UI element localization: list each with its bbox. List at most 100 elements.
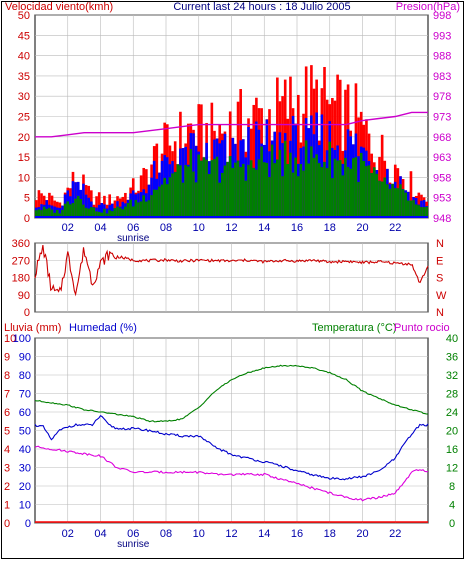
wind-avg-bar bbox=[118, 207, 122, 218]
wind-avg-bar bbox=[105, 213, 109, 218]
wind-avg-bar bbox=[155, 189, 159, 218]
panel3-x-tick-label: 18 bbox=[324, 528, 336, 540]
panel1-right-tick-label: 998 bbox=[433, 10, 451, 22]
wind-gust-bar bbox=[53, 206, 56, 218]
wind-avg-bar bbox=[286, 164, 290, 218]
panel3-rain-tick-label: 0 bbox=[4, 518, 10, 530]
wind-avg-bar bbox=[241, 163, 245, 218]
wind-avg-bar bbox=[289, 152, 292, 218]
wind-avg-bar bbox=[333, 158, 337, 218]
panel1-right-tick-label: 973 bbox=[433, 112, 451, 124]
wind-avg-bar bbox=[63, 203, 67, 218]
wind-avg-bar bbox=[414, 204, 418, 218]
humidity-line bbox=[34, 414, 429, 481]
wind-avg-bar bbox=[346, 166, 350, 218]
panel1-x-tick-label: 08 bbox=[160, 222, 172, 234]
panel2-left-tick-label: 0 bbox=[24, 307, 30, 319]
wind-avg-bar bbox=[110, 211, 114, 218]
wind-avg-bar bbox=[239, 167, 242, 218]
panel1-x-tick-label: 22 bbox=[389, 222, 401, 234]
panel3-x-tick-label: 14 bbox=[258, 528, 270, 540]
wind-avg-bar bbox=[213, 158, 216, 218]
panel1-right-axis-label: Presion(hPa) bbox=[396, 1, 460, 13]
wind-avg-bar bbox=[189, 149, 193, 218]
panel2-compass-label: N bbox=[436, 238, 444, 250]
wind-avg-bar bbox=[218, 182, 222, 218]
wind-avg-bar bbox=[45, 208, 49, 218]
wind-avg-bar bbox=[383, 177, 387, 218]
wind-max-bar bbox=[338, 79, 342, 218]
wind-avg-bar bbox=[160, 184, 164, 218]
panel3-humidity-tick-label: 90 bbox=[19, 352, 31, 364]
wind-avg-bar bbox=[401, 189, 405, 218]
wind-avg-bar bbox=[126, 203, 130, 218]
wind-avg-bar bbox=[270, 144, 274, 218]
panel3-temp-tick-label: 20 bbox=[446, 426, 458, 438]
wind-avg-bar bbox=[325, 168, 329, 218]
panel3-x-tick-label: 08 bbox=[160, 528, 172, 540]
panel3-rain-tick-label: 4 bbox=[4, 444, 10, 456]
wind-avg-bar bbox=[116, 206, 119, 218]
wind-avg-bar bbox=[74, 198, 77, 218]
wind-avg-bar bbox=[71, 203, 75, 218]
wind-avg-bar bbox=[315, 154, 318, 218]
chart-title: Current last 24 hours : 18 Julio 2005 bbox=[173, 1, 350, 13]
wind-gust-bar bbox=[194, 145, 198, 218]
panel1-x-tick-label: 14 bbox=[258, 222, 270, 234]
panel2-compass-label: S bbox=[436, 273, 443, 285]
wind-avg-bar bbox=[268, 177, 271, 218]
wind-avg-bar bbox=[181, 182, 185, 218]
panel2-compass-label: W bbox=[436, 290, 447, 302]
wind-avg-bar bbox=[341, 175, 345, 218]
wind-avg-bar bbox=[252, 167, 256, 218]
wind-avg-bar bbox=[273, 163, 277, 218]
wind-avg-bar bbox=[90, 207, 93, 218]
panel1-x-tick-label: 16 bbox=[291, 222, 303, 234]
dewpoint-axis-label: Punto rocio bbox=[394, 322, 450, 334]
wind-avg-bar bbox=[145, 201, 148, 218]
wind-avg-bar bbox=[378, 180, 381, 218]
panel3-x-tick-label: 06 bbox=[127, 528, 139, 540]
wind-max-bar bbox=[323, 66, 326, 218]
panel2-compass-label: E bbox=[436, 255, 443, 267]
wind-avg-bar bbox=[354, 157, 358, 218]
panel3-x-tick-label: 10 bbox=[193, 528, 205, 540]
panel1-x-tick-label: 04 bbox=[94, 222, 106, 234]
wind-avg-bar bbox=[425, 206, 428, 218]
wind-avg-bar bbox=[66, 201, 70, 218]
wind-avg-bar bbox=[409, 200, 413, 218]
wind-avg-bar bbox=[331, 178, 334, 218]
wind-avg-bar bbox=[276, 159, 279, 218]
panel1-left-axis-label: Velocidad viento(kmh) bbox=[5, 1, 113, 13]
wind-avg-bar bbox=[147, 200, 151, 218]
panel1-left-tick-label: 25 bbox=[18, 112, 30, 124]
wind-avg-bar bbox=[231, 167, 235, 218]
panel1-right-tick-label: 963 bbox=[433, 152, 451, 164]
wind-avg-bar bbox=[108, 210, 111, 218]
wind-avg-bar bbox=[283, 140, 287, 218]
wind-avg-bar bbox=[205, 159, 208, 218]
wind-gust-bar bbox=[100, 202, 104, 218]
panel3-rain-tick-label: 9 bbox=[4, 352, 10, 364]
wind-gust-bar bbox=[291, 115, 295, 218]
wind-avg-bar bbox=[417, 205, 421, 218]
panel3-x-tick-label: 04 bbox=[94, 528, 106, 540]
panel3-humidity-tick-label: 40 bbox=[19, 444, 31, 456]
panel3-temp-tick-label: 12 bbox=[446, 463, 458, 475]
wind-avg-bar bbox=[328, 141, 332, 218]
panel3-temp-tick-label: 0 bbox=[449, 518, 455, 530]
wind-avg-bar bbox=[192, 171, 195, 218]
wind-avg-bar bbox=[76, 195, 80, 218]
panel3-x-tick-label: 20 bbox=[356, 528, 368, 540]
wind-avg-bar bbox=[407, 200, 410, 218]
wind-max-bar bbox=[37, 190, 41, 218]
panel1-x-tick-label: 06 bbox=[127, 222, 139, 234]
wind-avg-bar bbox=[228, 156, 232, 218]
wind-max-bar bbox=[297, 94, 300, 218]
panel3-temp-tick-label: 8 bbox=[449, 481, 455, 493]
wind-avg-bar bbox=[202, 157, 206, 218]
wind-avg-bar bbox=[176, 164, 180, 218]
panel1-left-tick-label: 50 bbox=[18, 10, 30, 22]
wind-avg-bar bbox=[171, 173, 174, 218]
panel1-right-tick-label: 983 bbox=[433, 71, 451, 83]
